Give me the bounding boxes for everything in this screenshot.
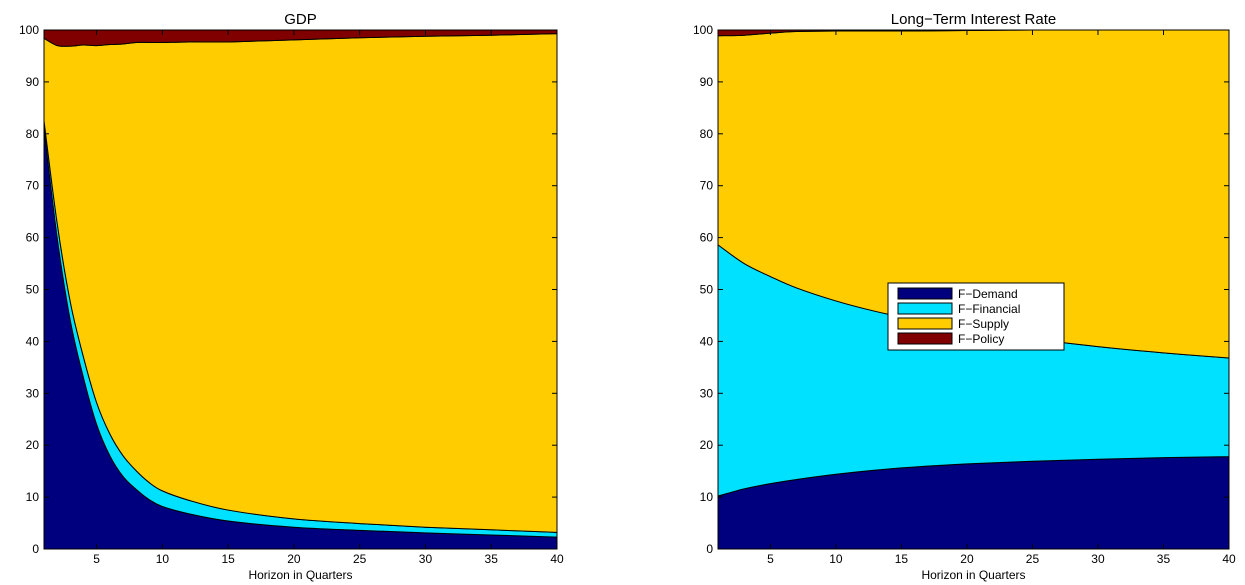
x-tick-label: 25 — [353, 552, 367, 566]
chart-long-term-interest-rate: 0 10 20 30 40 50 60 70 80 90 100 5 10 15 20 25 30 35 40 Lon… — [693, 11, 1236, 582]
y-tick-label: 90 — [26, 75, 40, 89]
y-tick-label: 30 — [700, 386, 714, 400]
y-tick-label: 10 — [26, 490, 40, 504]
y-tick-label: 70 — [26, 179, 40, 193]
y-tick-label: 60 — [26, 231, 40, 245]
y-tick-label: 100 — [19, 23, 39, 37]
x-tick-label: 30 — [419, 552, 433, 566]
x-tick-label: 20 — [287, 552, 301, 566]
legend-swatch-f-policy — [897, 332, 953, 345]
y-tick-label: 80 — [700, 127, 714, 141]
x-tick-label: 40 — [1222, 552, 1236, 566]
legend-swatch-f-demand — [897, 287, 953, 300]
legend-swatch-f-supply — [897, 317, 953, 330]
y-tick-label: 50 — [26, 283, 40, 297]
legend-label-f-financial: F−Financial — [958, 302, 1020, 316]
x-axis-label: Horizon in Quarters — [921, 568, 1025, 582]
x-tick-label: 20 — [960, 552, 974, 566]
legend-swatch-f-financial — [897, 302, 953, 315]
y-tick-label: 50 — [700, 283, 714, 297]
legend-label-f-supply: F−Supply — [958, 317, 1009, 331]
chart-title: GDP — [284, 11, 317, 28]
legend-label-f-demand: F−Demand — [958, 287, 1018, 301]
x-tick-label: 35 — [485, 552, 499, 566]
x-tick-label: 30 — [1091, 552, 1105, 566]
x-axis-label: Horizon in Quarters — [248, 568, 352, 582]
legend-label-f-policy: F−Policy — [958, 332, 1004, 346]
x-tick-label: 25 — [1026, 552, 1040, 566]
chart-gdp: 0 10 20 30 40 50 60 70 80 90 100 5 10 15 20 25 30 35 40 GDP… — [19, 11, 564, 582]
x-tick-label: 5 — [93, 552, 100, 566]
x-tick-label: 10 — [829, 552, 843, 566]
y-tick-label: 40 — [700, 334, 714, 348]
y-tick-label: 30 — [26, 386, 40, 400]
x-tick-label: 10 — [156, 552, 170, 566]
y-tick-label: 10 — [700, 490, 714, 504]
y-tick-label: 90 — [700, 75, 714, 89]
y-tick-label: 40 — [26, 334, 40, 348]
x-tick-label: 40 — [550, 552, 564, 566]
y-tick-label: 0 — [706, 542, 713, 556]
chart-title: Long−Term Interest Rate — [891, 11, 1057, 28]
x-tick-label: 15 — [221, 552, 235, 566]
y-tick-label: 20 — [700, 438, 714, 452]
x-tick-label: 15 — [895, 552, 909, 566]
y-tick-label: 80 — [26, 127, 40, 141]
y-tick-label: 70 — [700, 179, 714, 193]
y-tick-label: 20 — [26, 438, 40, 452]
x-tick-label: 35 — [1157, 552, 1171, 566]
y-tick-label: 100 — [693, 23, 713, 37]
y-tick-label: 0 — [32, 542, 39, 556]
x-tick-label: 5 — [767, 552, 774, 566]
y-tick-label: 60 — [700, 231, 714, 245]
